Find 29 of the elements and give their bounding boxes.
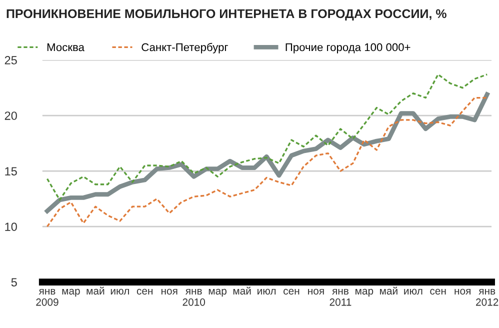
x-tick-label: ноя xyxy=(308,288,324,295)
x-tick-label: мар xyxy=(356,288,374,297)
legend-label: Прочие города 100 000+ xyxy=(286,43,410,54)
legend-label: Москва xyxy=(47,43,84,52)
x-tick-label: янв 2012 xyxy=(476,288,498,306)
y-tick-label: 15 xyxy=(5,167,17,176)
x-tick-label: янв 2010 xyxy=(182,288,206,306)
x-tick-label: июл xyxy=(110,288,129,295)
y-tick-label: 5 xyxy=(11,278,17,286)
x-tick-label: янв 2011 xyxy=(330,288,352,306)
x-tick-label: янв 2009 xyxy=(36,288,58,306)
y-tick-label: 10 xyxy=(5,222,17,231)
x-tick-label: мар xyxy=(208,288,226,297)
chart-title: ПРОНИКНОВЕНИЕ МОБИЛЬНОГО ИНТЕРНЕТА В ГОРОДАХ РОССИИ, % xyxy=(6,9,446,20)
x-tick-label: сен xyxy=(284,288,300,295)
x-tick-label: май xyxy=(86,286,104,295)
y-tick-label: 25 xyxy=(4,56,17,64)
x-tick-label: май xyxy=(233,286,251,295)
x-tick-label: июл xyxy=(258,288,276,295)
x-tick-label: ноя xyxy=(454,288,470,295)
x-tick-label: сен xyxy=(430,288,446,295)
line-series xyxy=(46,74,488,201)
x-tick-label: сен xyxy=(136,288,153,295)
x-tick-label: ноя xyxy=(161,288,178,295)
legend-label: Санкт-Петербург xyxy=(142,42,228,54)
x-tick-label: июл xyxy=(404,288,422,295)
y-tick-label: 20 xyxy=(4,112,17,120)
x-tick-label: май xyxy=(380,286,398,295)
x-tick-label: мар xyxy=(62,288,80,297)
